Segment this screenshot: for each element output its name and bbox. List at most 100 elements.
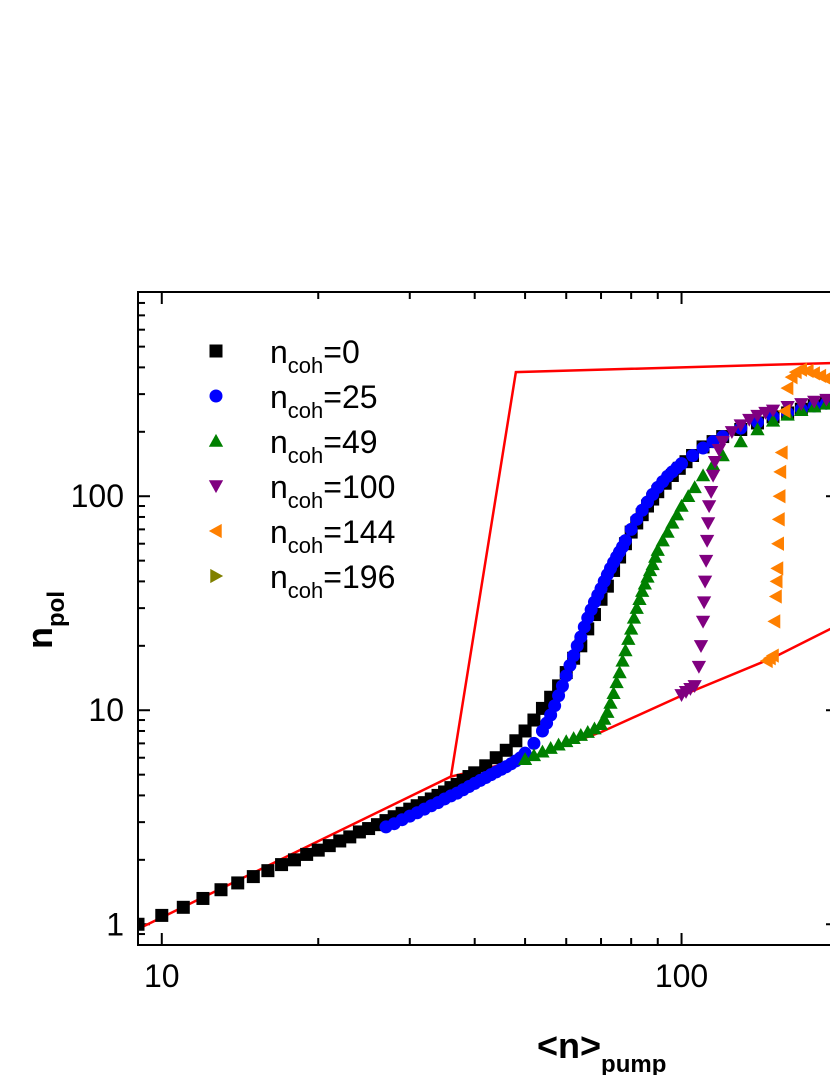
legend-label-sub: coh	[288, 443, 323, 468]
legend-label-sub: coh	[288, 353, 323, 378]
data-point	[750, 409, 765, 423]
data-point	[624, 522, 638, 536]
data-point	[526, 748, 542, 762]
data-point	[724, 426, 740, 439]
data-point	[707, 455, 723, 469]
legend-marker	[209, 344, 223, 358]
data-point	[696, 441, 710, 455]
data-point	[765, 404, 781, 418]
data-point	[574, 630, 588, 644]
legend-item-2: ncoh=49	[208, 424, 378, 468]
data-point	[777, 403, 791, 419]
data-point	[637, 576, 653, 590]
legend-label: ncoh=196	[270, 559, 395, 603]
data-point	[600, 704, 615, 718]
data-point	[543, 741, 558, 754]
data-point	[705, 469, 721, 483]
legend-label-value: =100	[323, 469, 395, 505]
data-point	[287, 853, 301, 867]
legend-label-main: n	[270, 424, 288, 460]
fit-line-6	[138, 361, 830, 931]
data-point	[626, 610, 642, 624]
data-point	[176, 900, 190, 914]
legend-label-sub: coh	[288, 533, 323, 558]
data-point	[693, 640, 709, 653]
data-point	[695, 615, 711, 629]
plot-area	[138, 361, 830, 931]
data-point	[807, 395, 822, 409]
legend-label-main: n	[270, 514, 288, 550]
data-point	[697, 575, 713, 589]
y-axis-title-sub: pol	[43, 591, 70, 627]
data-point	[655, 533, 670, 547]
data-point	[674, 498, 689, 512]
x-axis-title-main: <n>	[537, 1025, 601, 1066]
data-point	[621, 631, 636, 645]
data-point	[794, 362, 808, 377]
legend-marker	[208, 433, 224, 447]
legend-label-value: =144	[323, 514, 395, 550]
legend-marker	[208, 480, 224, 494]
data-point	[629, 600, 644, 614]
data-point	[742, 413, 757, 427]
y-axis-title: npol	[19, 591, 70, 649]
legend-item-0: ncoh=0	[209, 334, 360, 378]
legend-label-value: =49	[323, 424, 377, 460]
data-point	[700, 517, 716, 531]
data-point	[311, 843, 325, 857]
legend-marker	[210, 568, 224, 584]
legend-label: ncoh=100	[270, 469, 395, 513]
data-point	[527, 713, 541, 727]
legend-label-main: n	[270, 559, 288, 595]
legend-label-value: =25	[323, 379, 377, 415]
data-point	[603, 695, 618, 709]
data-point	[155, 908, 169, 922]
data-point	[618, 643, 633, 657]
data-point	[563, 658, 577, 672]
data-point	[606, 686, 621, 700]
data-point	[767, 614, 781, 629]
data-point	[632, 592, 647, 605]
data-point	[733, 434, 748, 448]
legend-item-3: ncoh=100	[208, 469, 395, 513]
data-point	[551, 737, 566, 751]
legend: ncoh=0ncoh=25ncoh=49ncoh=100ncoh=144ncoh…	[208, 334, 395, 603]
series-3	[674, 393, 830, 703]
data-point	[618, 534, 632, 548]
y-axis-title-main: n	[19, 627, 60, 649]
data-point	[675, 457, 689, 471]
data-point	[686, 448, 700, 462]
data-point	[772, 489, 786, 504]
data-point	[609, 675, 624, 689]
legend-item-4: ncoh=144	[208, 514, 395, 558]
data-point	[138, 917, 145, 931]
data-point	[527, 736, 541, 750]
data-point	[715, 435, 730, 449]
legend-label-sub: coh	[288, 398, 323, 423]
y-tick-label: 10	[88, 692, 124, 728]
data-point	[612, 665, 627, 679]
data-point	[774, 445, 788, 460]
legend-label-main: n	[270, 469, 288, 505]
data-point	[770, 561, 784, 576]
data-point	[650, 542, 665, 556]
data-point	[214, 883, 228, 897]
data-point	[696, 596, 712, 610]
legend-label: ncoh=0	[270, 334, 360, 378]
legend-marker	[209, 389, 223, 403]
data-point	[552, 689, 566, 703]
data-point	[768, 589, 782, 604]
plot-frame	[137, 291, 830, 946]
legend-label-value: =196	[323, 559, 395, 595]
data-point	[555, 679, 569, 693]
data-point	[698, 554, 714, 568]
data-point	[559, 669, 573, 683]
x-tick-label: 10	[144, 958, 180, 994]
data-point	[333, 834, 347, 848]
data-point	[733, 419, 748, 433]
data-point	[773, 464, 787, 479]
x-axis-title-sub: pump	[601, 1051, 666, 1075]
legend-label: ncoh=25	[270, 379, 378, 423]
data-point	[699, 534, 715, 548]
